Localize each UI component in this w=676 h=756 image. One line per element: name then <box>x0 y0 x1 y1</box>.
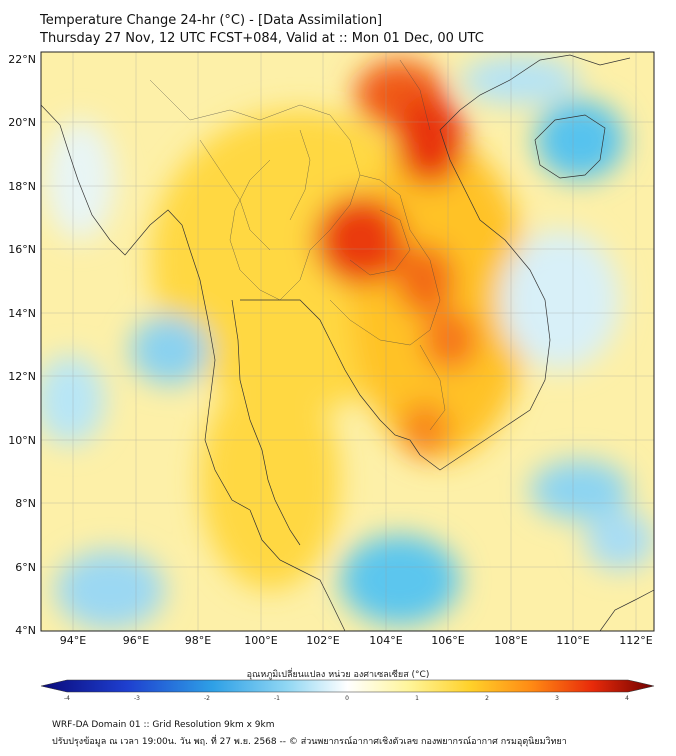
footer-credit: ปรับปรุงข้อมูล ณ เวลา 19:00น. วัน พฤ. ที… <box>52 737 567 747</box>
colorbar: -4 -3 -2 -1 0 1 2 3 4 <box>40 679 655 702</box>
lon-tick-label: 98°E <box>185 634 211 647</box>
lon-tick-label: 102°E <box>306 634 339 647</box>
lat-tick-label: 14°N <box>8 307 36 320</box>
lon-axis: 94°E 96°E 98°E 100°E 102°E 104°E 106°E 1… <box>60 634 653 647</box>
lat-tick-label: 12°N <box>8 370 36 383</box>
colorbar-tick: 4 <box>625 695 629 702</box>
map-subtitle: Thursday 27 Nov, 12 UTC FCST+084, Valid … <box>40 31 484 46</box>
lat-tick-label: 6°N <box>15 561 36 574</box>
lat-tick-label: 16°N <box>8 243 36 256</box>
lat-tick-label: 18°N <box>8 180 36 193</box>
lon-tick-label: 110°E <box>556 634 589 647</box>
colorbar-label: อุณหภูมิเปลี่ยนแปลง หน่วย องศาเซลเซียส (… <box>246 670 430 680</box>
map-frame <box>40 51 655 632</box>
temperature-field <box>41 52 654 631</box>
lat-tick-label: 10°N <box>8 434 36 447</box>
map-title: Temperature Change 24-hr (°C) - [Data As… <box>40 13 383 28</box>
colorbar-tick: 1 <box>415 695 419 702</box>
colorbar-tick: 2 <box>485 695 489 702</box>
lon-tick-label: 106°E <box>431 634 464 647</box>
lon-tick-label: 104°E <box>369 634 402 647</box>
lon-tick-label: 100°E <box>244 634 277 647</box>
colorbar-bar <box>40 679 655 693</box>
lon-tick-label: 96°E <box>123 634 149 647</box>
lon-tick-label: 112°E <box>619 634 652 647</box>
lat-tick-label: 22°N <box>8 53 36 66</box>
lat-tick-label: 4°N <box>15 624 36 637</box>
colorbar-tick: -3 <box>134 695 140 702</box>
map-gridlines <box>41 52 654 631</box>
colorbar-tick: 0 <box>345 695 349 702</box>
coastlines <box>41 54 654 631</box>
lat-tick-label: 8°N <box>15 497 36 510</box>
lat-tick-label: 20°N <box>8 116 36 129</box>
lon-tick-label: 94°E <box>60 634 86 647</box>
colorbar-tick: 3 <box>555 695 559 702</box>
footer-model-info: WRF-DA Domain 01 :: Grid Resolution 9km … <box>52 720 275 730</box>
colorbar-tick: -4 <box>64 695 70 702</box>
lon-tick-label: 108°E <box>494 634 527 647</box>
colorbar-tick: -1 <box>274 695 280 702</box>
lat-axis: 22°N 20°N 18°N 16°N 14°N 12°N 10°N 8°N 6… <box>8 53 36 637</box>
colorbar-tick: -2 <box>204 695 210 702</box>
admin-borders <box>149 59 446 431</box>
